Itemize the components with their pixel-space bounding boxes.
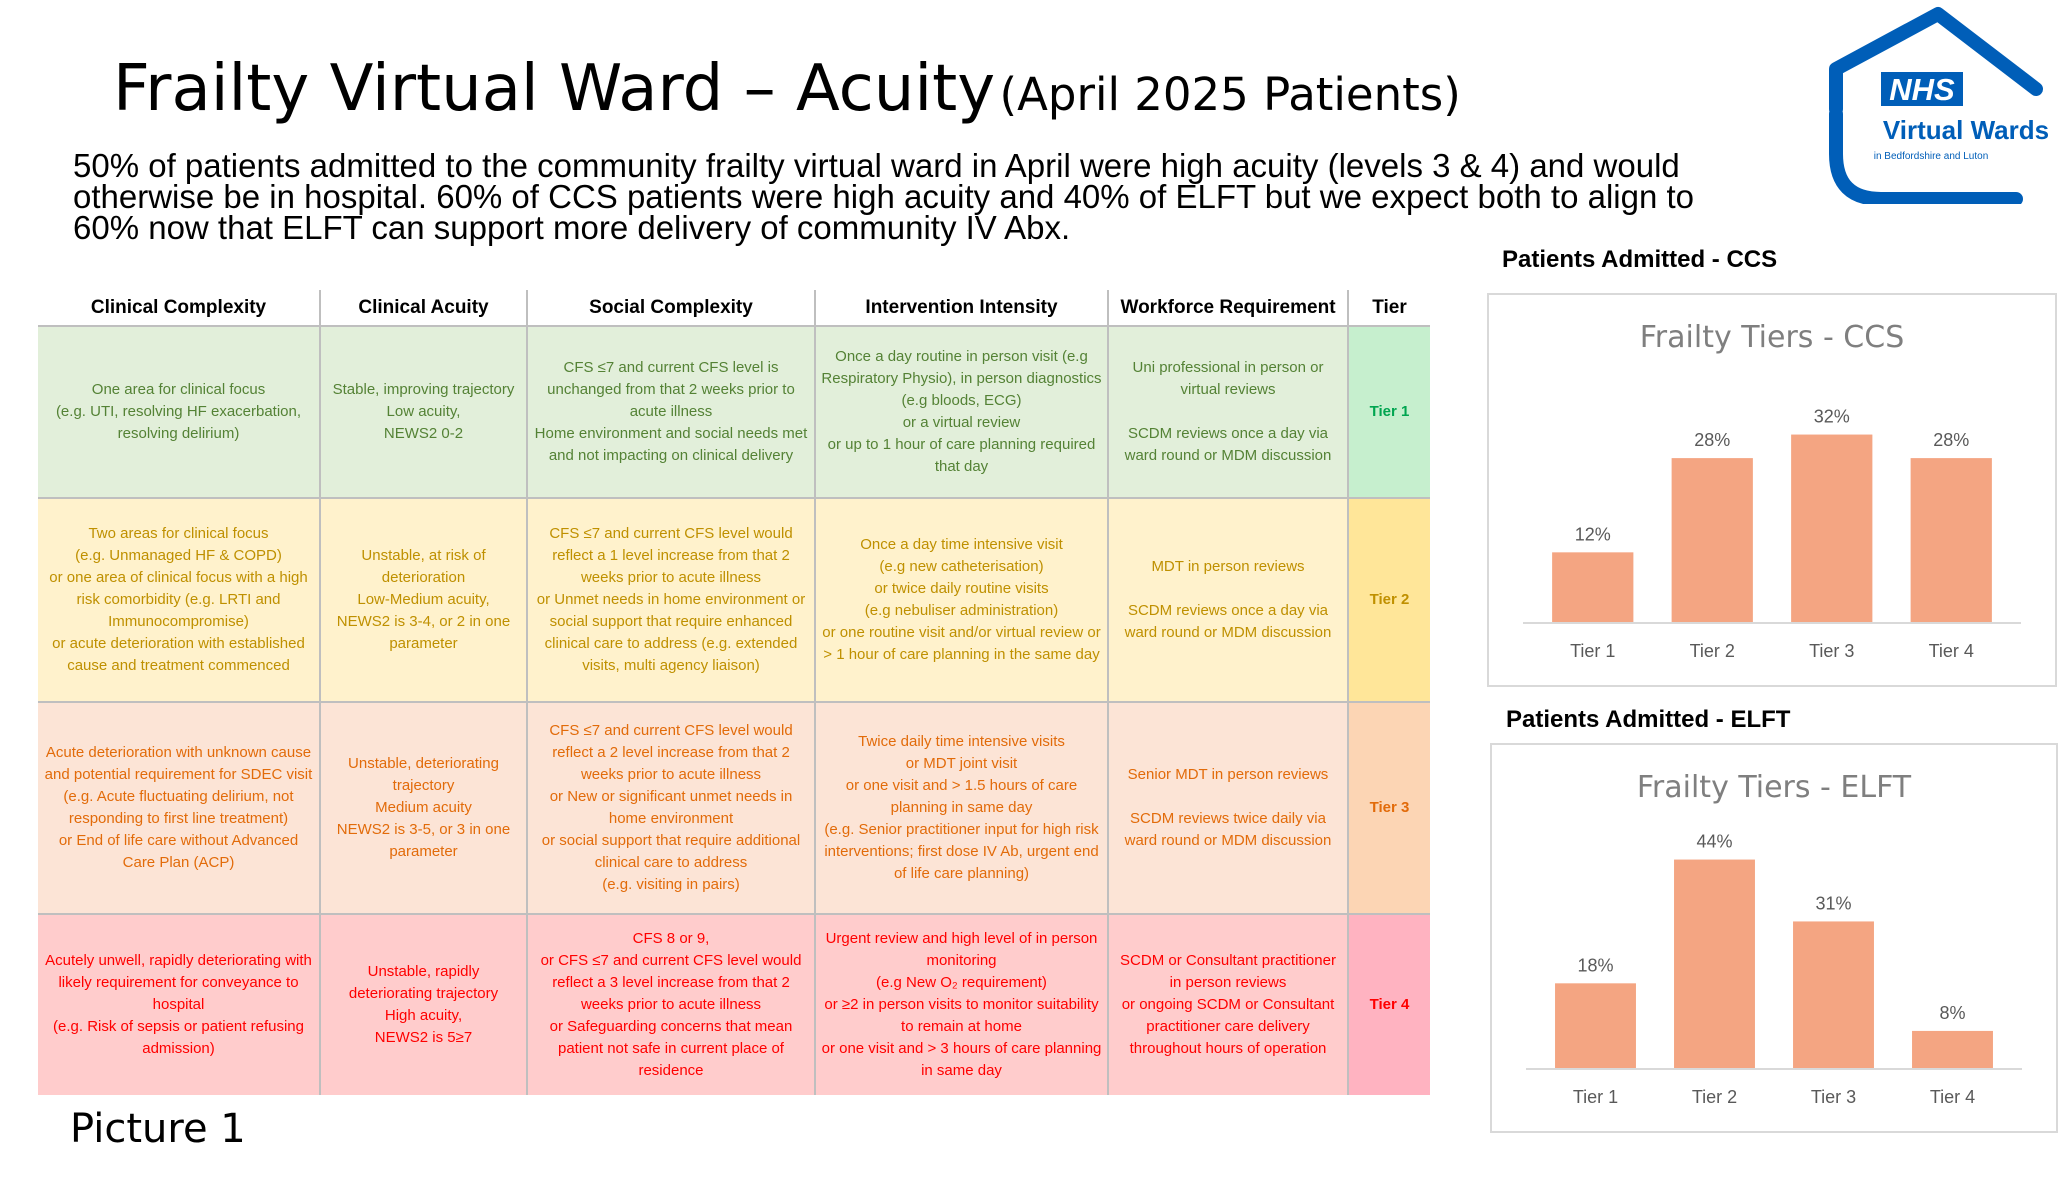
data-label: 28% [1933, 430, 1969, 450]
data-label: 31% [1815, 893, 1851, 913]
table-cell: CFS ≤7 and current CFS level would refle… [527, 497, 816, 702]
table-cell: Uni professional in person or virtual re… [1108, 325, 1349, 498]
data-label: 44% [1696, 832, 1732, 852]
x-tick-label: Tier 3 [1811, 1087, 1856, 1107]
table-row-tier-3: Acute deterioration with unknown cause a… [38, 701, 1430, 914]
table-cell: SCDM or Consultant practitioner in perso… [1108, 913, 1349, 1095]
table-cell: Senior MDT in person reviews SCDM review… [1108, 701, 1349, 914]
tier-definition-table: Clinical Complexity Clinical Acuity Soci… [38, 290, 1430, 1095]
title-main: Frailty Virtual Ward – Acuity [113, 52, 996, 126]
data-label: 8% [1939, 1003, 1965, 1023]
table-cell: CFS ≤7 and current CFS level is unchange… [527, 325, 816, 498]
chart-bar [1910, 458, 1992, 623]
col-header: Tier [1348, 290, 1430, 326]
ccs-chart-heading: Patients Admitted - CCS [1502, 246, 1778, 273]
table-cell: Unstable, at risk of deterioration Low-M… [320, 497, 528, 702]
picture-caption: Picture 1 [70, 1106, 246, 1152]
data-label: 12% [1575, 524, 1611, 544]
table-cell: Once a day routine in person visit (e.g … [815, 325, 1109, 498]
x-tick-label: Tier 1 [1570, 641, 1615, 661]
chart-bar [1912, 1030, 1993, 1069]
table-cell: CFS 8 or 9, or CFS ≤7 and current CFS le… [527, 913, 816, 1095]
x-tick-label: Tier 3 [1809, 641, 1854, 661]
table-cell: Acutely unwell, rapidly deteriorating wi… [38, 913, 321, 1095]
tier-label: Tier 3 [1348, 701, 1430, 914]
table-cell: Stable, improving trajectory Low acuity,… [320, 325, 528, 498]
table-cell: Urgent review and high level of in perso… [815, 913, 1109, 1095]
nhs-virtual-wards-logo: NHS Virtual Wards in Bedfordshire and Lu… [1829, 7, 2049, 204]
logo-tagline: in Bedfordshire and Luton [1874, 151, 1989, 162]
x-tick-label: Tier 4 [1930, 1087, 1975, 1107]
ccs-bar-chart: Frailty Tiers - CCS 12% Tier 1 28% Tier 2 32%… [1523, 320, 2021, 661]
table-cell: One area for clinical focus (e.g. UTI, r… [38, 325, 321, 498]
col-header: Social Complexity [527, 290, 816, 326]
tier-label: Tier 1 [1348, 325, 1430, 498]
col-header: Workforce Requirement [1108, 290, 1349, 326]
tier-label: Tier 2 [1348, 497, 1430, 702]
table-cell: Once a day time intensive visit (e.g new… [815, 497, 1109, 702]
chart-title: Frailty Tiers - ELFT [1637, 770, 1912, 805]
chart-bar [1555, 983, 1636, 1069]
table-cell: Unstable, deteriorating trajectory Mediu… [320, 701, 528, 914]
tier-label: Tier 4 [1348, 913, 1430, 1095]
chart-bar [1552, 552, 1634, 623]
x-tick-label: Tier 2 [1692, 1087, 1737, 1107]
table-cell: MDT in person reviews SCDM reviews once … [1108, 497, 1349, 702]
table-cell: Twice daily time intensive visits or MDT… [815, 701, 1109, 914]
chart-bar [1793, 921, 1874, 1069]
col-header: Clinical Complexity [38, 290, 321, 326]
ccs-chart-frame: Frailty Tiers - CCS 12% Tier 1 28% Tier 2 32%… [1487, 293, 2057, 687]
chart-bar [1671, 458, 1753, 623]
table-row-tier-2: Two areas for clinical focus (e.g. Unman… [38, 497, 1430, 702]
page-title: Frailty Virtual Ward – Acuity (April 202… [113, 52, 1461, 126]
intro-paragraph: 50% of patients admitted to the communit… [73, 147, 1695, 246]
title-sub: (April 2025 Patients) [999, 68, 1461, 121]
table-cell: CFS ≤7 and current CFS level would refle… [527, 701, 816, 914]
logo-name: Virtual Wards [1883, 115, 2049, 145]
table-header-row: Clinical Complexity Clinical Acuity Soci… [38, 290, 1430, 326]
elft-bar-chart: Frailty Tiers - ELFT 18% Tier 1 44% Tier 2 31… [1526, 770, 2022, 1107]
table-cell: Unstable, rapidly deteriorating trajecto… [320, 913, 528, 1095]
data-label: 32% [1814, 407, 1850, 427]
data-label: 28% [1694, 430, 1730, 450]
x-tick-label: Tier 4 [1929, 641, 1974, 661]
chart-title: Frailty Tiers - CCS [1640, 320, 1905, 355]
col-header: Clinical Acuity [320, 290, 528, 326]
elft-chart-frame: Frailty Tiers - ELFT 18% Tier 1 44% Tier 2 31… [1490, 743, 2058, 1133]
x-tick-label: Tier 1 [1573, 1087, 1618, 1107]
data-label: 18% [1577, 955, 1613, 975]
x-tick-label: Tier 2 [1690, 641, 1735, 661]
nhs-wordmark: NHS [1889, 72, 1955, 107]
table-cell: Acute deterioration with unknown cause a… [38, 701, 321, 914]
chart-bar [1791, 434, 1873, 623]
table-row-tier-4: Acutely unwell, rapidly deteriorating wi… [38, 913, 1430, 1095]
table-cell: Two areas for clinical focus (e.g. Unman… [38, 497, 321, 702]
elft-chart-heading: Patients Admitted - ELFT [1506, 706, 1791, 733]
table-row-tier-1: One area for clinical focus (e.g. UTI, r… [38, 325, 1430, 498]
col-header: Intervention Intensity [815, 290, 1109, 326]
chart-bar [1674, 859, 1755, 1069]
